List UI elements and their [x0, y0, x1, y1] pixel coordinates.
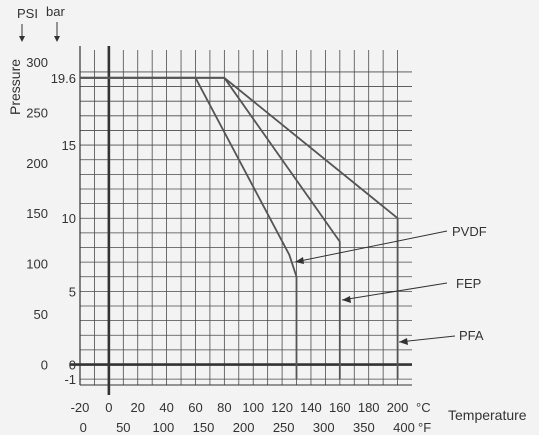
x-axis-label: Temperature [448, 407, 527, 423]
pfa-arrow-icon [399, 338, 408, 345]
x-tick-celsius: 100 [242, 400, 264, 415]
x-tick-fahrenheit: 50 [116, 420, 130, 435]
pvdf-label: PVDF [452, 224, 487, 239]
x-tick-fahrenheit: 250 [273, 420, 295, 435]
fahrenheit-unit-label: °F [418, 420, 431, 435]
x-tick-celsius: 0 [105, 400, 112, 415]
y-tick-bar: 15 [62, 138, 76, 153]
x-tick-celsius: 120 [271, 400, 293, 415]
series-line-pvdf [80, 76, 298, 380]
x-tick-fahrenheit: 400 [393, 420, 415, 435]
y-tick-psi: 250 [26, 105, 48, 120]
pfa-label: PFA [459, 328, 484, 343]
x-tick-celsius: 40 [159, 400, 173, 415]
y-tick-psi: 100 [26, 257, 48, 272]
x-tick-celsius: 180 [358, 400, 380, 415]
y-tick-psi: 150 [26, 206, 48, 221]
x-tick-celsius: 160 [329, 400, 351, 415]
x-tick-fahrenheit: 100 [153, 420, 175, 435]
psi-arrow-icon [19, 24, 25, 42]
celsius-unit-label: °C [416, 400, 431, 415]
x-tick-celsius: 60 [188, 400, 202, 415]
x-tick-fahrenheit: 150 [193, 420, 215, 435]
x-tick-celsius: 20 [131, 400, 145, 415]
y-tick-psi: 200 [26, 156, 48, 171]
x-tick-celsius: -20 [71, 400, 90, 415]
series-lines [80, 76, 399, 380]
y-tick-psi: 0 [41, 358, 48, 373]
series-line-pfa [80, 76, 399, 380]
bar-unit-label: bar [46, 4, 65, 19]
x-tick-celsius: 80 [217, 400, 231, 415]
y-tick-psi: 300 [26, 55, 48, 70]
y-tick-bar: 5 [69, 284, 76, 299]
y-tick-psi: 50 [34, 307, 48, 322]
fep-label: FEP [456, 276, 481, 291]
horizontal-gridlines [80, 71, 412, 380]
x-tick-celsius: 140 [300, 400, 322, 415]
y-axis-label: Pressure [7, 59, 23, 115]
axes [70, 46, 412, 395]
vertical-gridlines [79, 50, 398, 385]
y-tick-bar: -1 [64, 372, 76, 387]
y-tick-bar: 10 [62, 211, 76, 226]
x-tick-fahrenheit: 0 [80, 420, 87, 435]
x-tick-fahrenheit: 300 [313, 420, 335, 435]
x-tick-celsius: 200 [387, 400, 409, 415]
x-tick-fahrenheit: 200 [233, 420, 255, 435]
bar-arrow-icon [54, 22, 60, 42]
psi-unit-label: PSI [17, 6, 38, 21]
x-tick-fahrenheit: 350 [353, 420, 375, 435]
y-tick-bar: 19.6 [51, 71, 76, 86]
fep-arrow-icon [342, 296, 351, 303]
pfa-callout: PFA [398, 328, 484, 345]
y-tick-bar: 0 [69, 358, 76, 373]
pvdf-arrow-icon [295, 257, 304, 264]
fep-callout: FEP [341, 276, 481, 303]
pvdf-callout: PVDF [294, 224, 487, 264]
